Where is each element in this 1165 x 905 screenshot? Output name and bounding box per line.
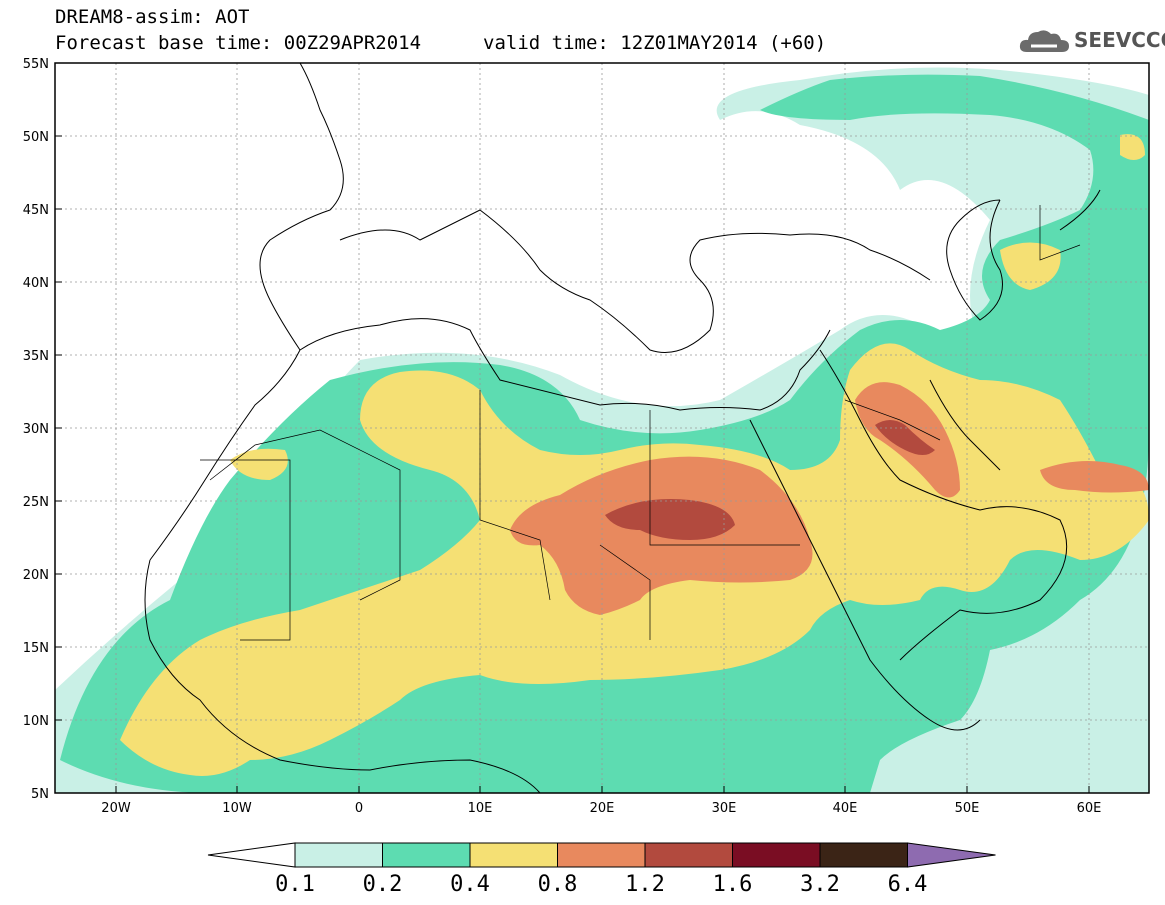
colorbar xyxy=(207,842,996,868)
lat-label-25n: 25N xyxy=(23,495,49,510)
colorbar-swatch xyxy=(732,842,821,868)
colorbar-label: 1.2 xyxy=(625,872,665,897)
lon-label-30e: 30E xyxy=(712,801,737,816)
colorbar-swatch xyxy=(382,842,471,868)
seevccc-logo: SEEVCCC xyxy=(1017,24,1165,58)
lat-label-20n: 20N xyxy=(23,568,49,583)
coastlines xyxy=(144,63,1101,793)
lon-label-10w: 10W xyxy=(222,801,252,816)
lon-label-40e: 40E xyxy=(833,801,858,816)
latitude-labels: 55N 50N 45N 40N 35N 30N 25N 20N 15N 10N … xyxy=(23,57,49,802)
longitude-labels: 20W 10W 0 10E 20E 30E 40E 50E 60E xyxy=(101,801,1101,816)
colorbar-label: 1.6 xyxy=(712,872,753,897)
forecast-base-time: Forecast base time: 00Z29APR2014 xyxy=(55,32,422,54)
lon-label-20e: 20E xyxy=(590,801,615,816)
lon-label-0: 0 xyxy=(355,801,363,816)
lon-label-10e: 10E xyxy=(468,801,493,816)
map-title: DREAM8-assim: AOT xyxy=(55,6,250,28)
lat-label-40n: 40N xyxy=(23,276,49,291)
colorbar-label: 0.2 xyxy=(362,872,403,897)
valid-time: valid time: 12Z01MAY2014 (+60) xyxy=(483,32,827,54)
colorbar-swatch xyxy=(644,842,733,868)
logo-text: SEEVCCC xyxy=(1074,28,1165,52)
lat-label-15n: 15N xyxy=(23,641,49,656)
lat-label-35n: 35N xyxy=(23,349,49,364)
cloud-icon xyxy=(1019,30,1069,52)
lat-label-5n: 5N xyxy=(31,787,49,802)
lat-label-30n: 30N xyxy=(23,422,49,437)
lon-label-20w: 20W xyxy=(101,801,131,816)
colorbar-swatch xyxy=(469,842,558,868)
colorbar-min-arrow xyxy=(207,842,296,868)
colorbar-label: 0.4 xyxy=(450,872,490,897)
colorbar-label: 6.4 xyxy=(887,872,928,897)
colorbar-max-arrow xyxy=(907,842,996,868)
lat-label-45n: 45N xyxy=(23,203,49,218)
colorbar-label: 0.8 xyxy=(537,872,578,897)
colorbar-swatch xyxy=(294,842,383,868)
colorbar-label: 0.1 xyxy=(275,872,315,897)
lat-label-55n: 55N xyxy=(23,57,49,72)
aot-contour-fields xyxy=(55,67,1149,793)
lat-label-50n: 50N xyxy=(23,130,49,145)
political-borders xyxy=(200,205,1081,641)
colorbar-label: 3.2 xyxy=(800,872,840,897)
lon-label-50e: 50E xyxy=(955,801,980,816)
lon-label-60e: 60E xyxy=(1077,801,1102,816)
lat-label-10n: 10N xyxy=(23,714,49,729)
colorbar-swatch xyxy=(557,842,646,868)
colorbar-swatch xyxy=(819,842,908,868)
